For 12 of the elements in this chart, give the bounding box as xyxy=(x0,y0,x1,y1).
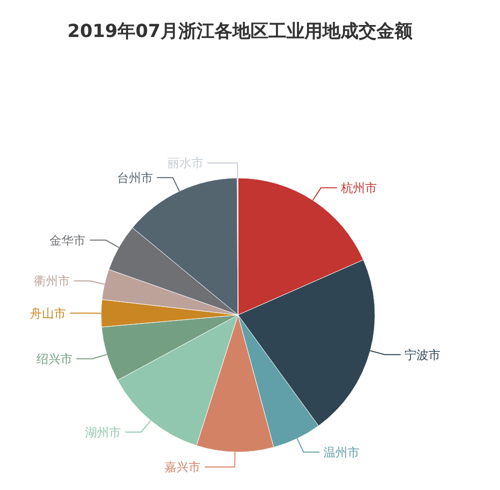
slice-label: 台州市 xyxy=(116,170,153,185)
slice-label: 嘉兴市 xyxy=(164,460,201,474)
slice-label: 舟山市 xyxy=(30,306,66,320)
slice-label: 湖州市 xyxy=(85,425,122,440)
chart-title: 2019年07月浙江各地区工业用地成交金额 xyxy=(67,21,414,42)
slice-label: 杭州市 xyxy=(340,180,378,195)
slice-label: 绍兴市 xyxy=(36,352,72,366)
slice-label: 宁波市 xyxy=(404,348,441,362)
slice-label: 衢州市 xyxy=(34,274,70,288)
slice-label: 金华市 xyxy=(50,233,86,248)
slice-label: 丽水市 xyxy=(168,156,204,170)
slice-label: 温州市 xyxy=(324,445,360,460)
